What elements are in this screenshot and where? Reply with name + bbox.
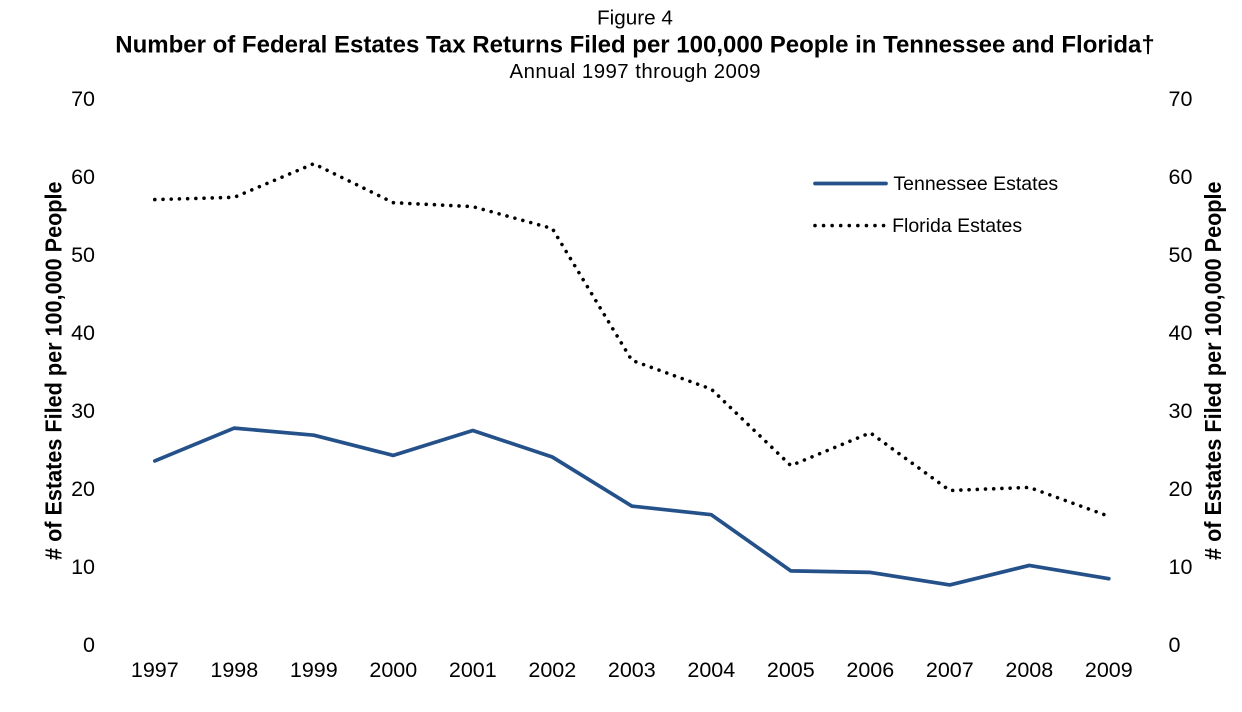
svg-text:20: 20 (71, 477, 95, 501)
svg-text:2001: 2001 (449, 658, 497, 682)
svg-text:Annual 1997 through 2009: Annual 1997 through 2009 (510, 61, 761, 83)
svg-text:50: 50 (71, 243, 95, 267)
svg-text:2004: 2004 (687, 658, 735, 682)
svg-text:60: 60 (1169, 165, 1193, 189)
svg-text:60: 60 (71, 165, 95, 189)
svg-text:2002: 2002 (528, 658, 576, 682)
svg-text:# of Estates Filed per 100,000: # of Estates Filed per 100,000 People (1200, 181, 1226, 560)
svg-text:70: 70 (71, 87, 95, 111)
svg-text:0: 0 (83, 633, 95, 657)
svg-text:1997: 1997 (131, 658, 179, 682)
svg-text:40: 40 (1169, 321, 1193, 345)
svg-text:2003: 2003 (608, 658, 656, 682)
svg-text:2008: 2008 (1005, 658, 1053, 682)
svg-text:Florida Estates: Florida Estates (892, 215, 1022, 237)
svg-text:10: 10 (1169, 555, 1193, 579)
svg-text:2000: 2000 (369, 658, 417, 682)
svg-text:30: 30 (71, 399, 95, 423)
svg-text:2009: 2009 (1085, 658, 1133, 682)
svg-text:2006: 2006 (846, 658, 894, 682)
svg-text:0: 0 (1169, 633, 1181, 657)
svg-text:70: 70 (1169, 87, 1193, 111)
svg-text:30: 30 (1169, 399, 1193, 423)
svg-text:2007: 2007 (926, 658, 974, 682)
svg-text:10: 10 (71, 555, 95, 579)
svg-text:# of Estates Filed per 100,000: # of Estates Filed per 100,000 People (41, 181, 67, 560)
svg-text:2005: 2005 (767, 658, 815, 682)
svg-text:1999: 1999 (290, 658, 338, 682)
svg-text:Tennessee Estates: Tennessee Estates (893, 173, 1058, 195)
svg-text:50: 50 (1169, 243, 1193, 267)
svg-text:20: 20 (1169, 477, 1193, 501)
svg-text:Figure 4: Figure 4 (597, 6, 673, 29)
svg-text:40: 40 (71, 321, 95, 345)
svg-text:Number of Federal Estates Tax: Number of Federal Estates Tax Returns Fi… (115, 31, 1154, 58)
svg-text:1998: 1998 (210, 658, 258, 682)
